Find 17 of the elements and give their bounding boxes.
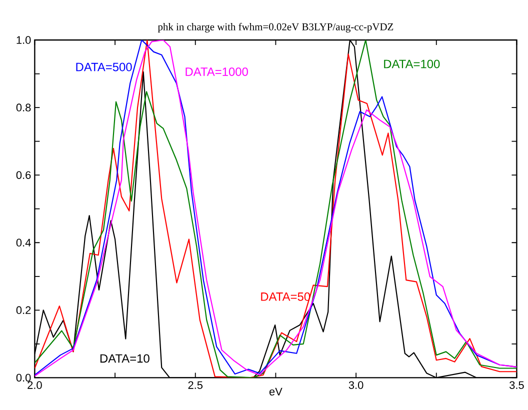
x-axis-title: eV bbox=[269, 388, 282, 396]
x-tick-label: 3.0 bbox=[348, 381, 364, 389]
x-tick-label: 2.0 bbox=[28, 381, 42, 389]
series-label: DATA=100 bbox=[384, 60, 440, 68]
series-label: DATA=10 bbox=[100, 354, 150, 363]
y-tick-label: 0.8 bbox=[16, 104, 31, 112]
series-label: DATA=1000 bbox=[186, 68, 248, 76]
y-tick-label: 0.6 bbox=[16, 171, 31, 179]
series-label: DATA=500 bbox=[76, 62, 132, 72]
y-tick-label: 0.4 bbox=[16, 238, 31, 246]
y-tick-label: 0.0 bbox=[16, 374, 31, 382]
x-tick-label: 3.5 bbox=[510, 381, 524, 389]
series-label: DATA=50 bbox=[261, 292, 310, 301]
y-tick-label: 0.2 bbox=[16, 306, 31, 314]
chart-title: phk in charge with fwhm=0.02eV B3LYP/aug-cc-pVDZ bbox=[158, 22, 394, 32]
x-tick-label: 2.5 bbox=[188, 381, 203, 389]
y-tick-label: 1.0 bbox=[16, 36, 31, 44]
